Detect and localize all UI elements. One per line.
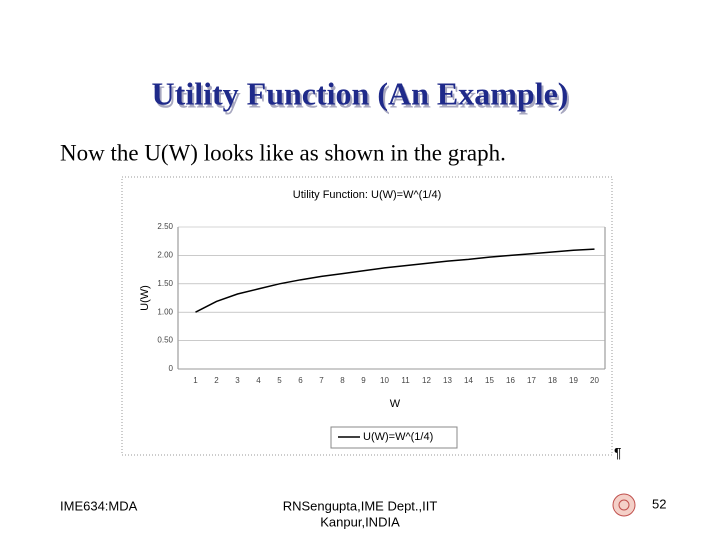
- x-tick-label: 15: [485, 376, 494, 385]
- x-tick-label: 14: [464, 376, 473, 385]
- y-tick-label: 2.50: [157, 222, 173, 231]
- x-tick-label: 16: [506, 376, 515, 385]
- y-tick-label: 1.00: [157, 307, 173, 316]
- y-tick-label: 2.00: [157, 251, 173, 260]
- y-tick-label: 0.50: [157, 336, 173, 345]
- pilcrow: ¶: [614, 445, 622, 461]
- x-tick-label: 6: [298, 376, 303, 385]
- x-tick-label: 4: [256, 376, 261, 385]
- x-tick-label: 3: [235, 376, 240, 385]
- x-tick-label: 1: [193, 376, 198, 385]
- x-tick-label: 12: [422, 376, 431, 385]
- x-tick-label: 17: [527, 376, 536, 385]
- footer-left: IME634:MDA: [60, 498, 138, 513]
- x-tick-label: 18: [548, 376, 557, 385]
- chart-frame: [121, 176, 613, 456]
- chart: Utility Function: U(W)=W^(1/4) W U(W) 0 0…: [139, 189, 606, 449]
- y-tick-label: 1.50: [157, 279, 173, 288]
- y-axis-label: U(W): [139, 285, 151, 311]
- logo: [618, 499, 630, 511]
- x-tick-label: 11: [401, 376, 410, 385]
- x-tick-label: 2: [214, 376, 219, 385]
- page-number: 52: [652, 496, 666, 511]
- title-shadow: Utility Function (An Example): [154, 78, 571, 114]
- x-tick-label: 5: [277, 376, 282, 385]
- x-tick-label: 10: [380, 376, 389, 385]
- x-tick-label: 9: [361, 376, 366, 385]
- body-text: Now the U(W) looks like as shown in the …: [60, 140, 506, 165]
- logo: [612, 493, 636, 517]
- x-tick-label: 7: [319, 376, 324, 385]
- slide-title: Utility Function (An Example): [152, 75, 569, 111]
- legend-box: [330, 426, 458, 449]
- y-tick-label: 0: [169, 364, 174, 373]
- x-tick-label: 8: [340, 376, 345, 385]
- footer-center: RNSengupta,IME Dept.,IIT: [283, 498, 438, 513]
- legend-label: U(W)=W^(1/4): [363, 431, 433, 443]
- x-tick-label: 13: [443, 376, 452, 385]
- footer-center: Kanpur,INDIA: [320, 514, 400, 529]
- line: [195, 248, 595, 313]
- x-axis-label: W: [390, 398, 401, 410]
- x-tick-label: 19: [569, 376, 578, 385]
- x-tick-label: 20: [590, 376, 599, 385]
- chart-title: Utility Function: U(W)=W^(1/4): [293, 189, 441, 201]
